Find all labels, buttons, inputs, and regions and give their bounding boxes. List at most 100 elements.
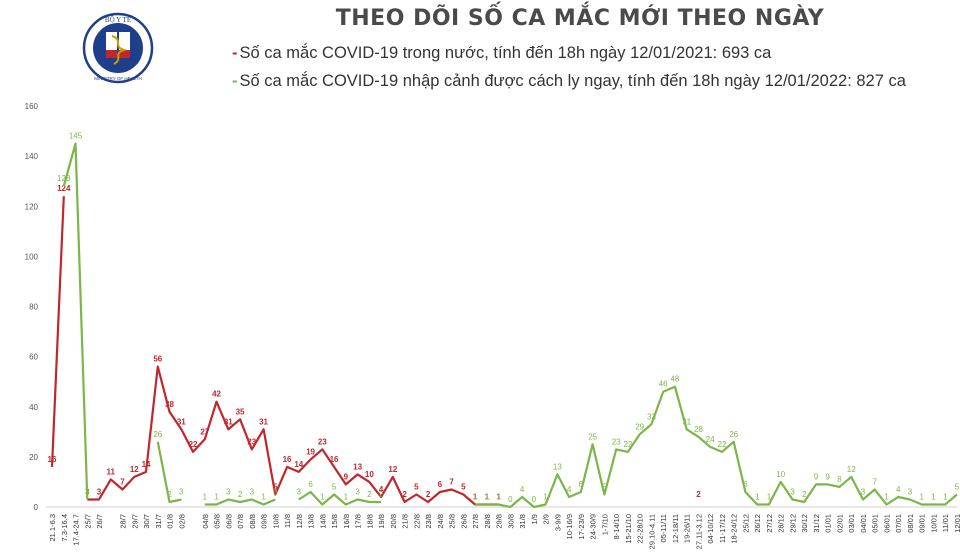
x-tick-label: 10/01 <box>929 514 938 533</box>
x-tick-label: 21/8 <box>401 514 410 529</box>
data-label-imported: 33 <box>647 412 656 421</box>
data-label-domestic: 1 <box>496 492 501 501</box>
y-tick-label: 40 <box>29 403 38 412</box>
data-label-imported: 6 <box>308 480 313 489</box>
data-label-domestic: 2 <box>426 490 431 499</box>
x-tick-label: 18/8 <box>365 514 374 529</box>
x-tick-label: 29/7 <box>130 514 139 529</box>
data-label-domestic: 1 <box>473 492 478 501</box>
x-tick-label: 06/8 <box>224 514 233 529</box>
y-tick-label: 100 <box>25 252 39 261</box>
data-label-imported: 0 <box>508 495 513 504</box>
data-label-domestic: 2 <box>402 490 407 499</box>
data-label-imported: 6 <box>743 480 748 489</box>
legend-label-imported: Số ca mắc COVID-19 nhập cảnh được cách l… <box>239 72 906 90</box>
x-tick-label: 05/01 <box>871 514 880 533</box>
data-label-imported: 3 <box>273 487 278 496</box>
data-label-imported: 1 <box>943 492 948 501</box>
legend-marker-domestic: - <box>232 44 238 62</box>
data-label-imported: 3 <box>908 487 913 496</box>
x-tick-label: 08/8 <box>248 514 257 529</box>
data-label-domestic: 16 <box>48 455 57 464</box>
x-tick-label: 12-18/11 <box>671 514 680 543</box>
svg-text:MINISTRY OF HEALTH: MINISTRY OF HEALTH <box>94 76 142 81</box>
data-label-domestic: 13 <box>353 462 362 471</box>
x-tick-label: 02/01 <box>835 514 844 533</box>
legend-item-domestic: - Số ca mắc COVID-19 trong nước, tính đến… <box>232 44 771 63</box>
series-line-imported <box>156 441 182 504</box>
data-label-domestic: 23 <box>247 437 256 446</box>
x-tick-label: 27/8 <box>471 514 480 529</box>
data-label-imported: 2 <box>167 490 172 499</box>
x-tick-label: 31/7 <box>154 514 163 529</box>
x-tick-label: 29.10-4.11 <box>647 514 656 549</box>
data-label-imported: 4 <box>567 485 572 494</box>
data-label-imported: 10 <box>776 470 785 479</box>
data-label-imported: 9 <box>814 472 819 481</box>
data-label-imported: 1 <box>344 492 349 501</box>
x-tick-label: 31/12 <box>812 514 821 533</box>
data-label-domestic: 35 <box>236 407 245 416</box>
x-tick-label: 8-14/10 <box>612 514 621 539</box>
x-tick-label: 18-24/12 <box>730 514 739 544</box>
data-label-imported: 5 <box>955 482 960 491</box>
data-label-domestic: 27 <box>200 427 209 436</box>
data-label-imported: 13 <box>553 462 562 471</box>
data-label-imported: 3 <box>297 487 302 496</box>
x-tick-label: 25/8 <box>448 514 457 529</box>
x-tick-label: 06/01 <box>882 514 891 533</box>
data-label-imported: 5 <box>332 482 337 491</box>
data-label-imported: 24 <box>706 435 715 444</box>
data-label-imported: 3 <box>250 487 255 496</box>
data-label-domestic: 31 <box>224 417 233 426</box>
legend-item-imported: - Số ca mắc COVID-19 nhập cảnh được cách … <box>232 72 906 91</box>
series-line-imported <box>204 498 276 506</box>
data-label-domestic: 12 <box>388 465 397 474</box>
x-tick-label: 16/8 <box>342 514 351 529</box>
x-tick-label: 11/01 <box>941 514 950 532</box>
data-label-imported: 3 <box>85 487 90 496</box>
data-label-domestic: 14 <box>142 460 151 469</box>
data-label-imported: 6 <box>579 480 584 489</box>
series-line-domestic <box>50 196 65 467</box>
data-label-imported: 26 <box>153 430 162 439</box>
x-tick-label: 23/8 <box>424 514 433 529</box>
data-label-imported: 2 <box>802 490 807 499</box>
data-label-domestic: 31 <box>259 417 268 426</box>
data-label-domestic: 12 <box>130 465 139 474</box>
data-label-imported: 1 <box>496 492 501 501</box>
x-tick-label: 22/8 <box>412 514 421 529</box>
x-tick-label: 15-21/10 <box>624 514 633 544</box>
data-label-imported: 8 <box>837 475 842 484</box>
data-label-domestic: 16 <box>283 455 292 464</box>
x-tick-label: 19/8 <box>377 514 386 529</box>
x-tick-label: 11-17/12 <box>718 514 727 543</box>
series-line-imported <box>475 385 958 509</box>
x-tick-label: 28/12 <box>777 514 786 533</box>
x-tick-label: 02/8 <box>177 514 186 529</box>
data-label-imported: 3 <box>355 487 360 496</box>
x-tick-label: 24/8 <box>436 514 445 529</box>
x-tick-label: 1-7/10 <box>600 514 609 535</box>
x-tick-label: 17.4-24.7 <box>72 514 81 546</box>
data-label-imported: 1 <box>320 492 325 501</box>
data-label-imported: 3 <box>861 487 866 496</box>
data-label-imported: 9 <box>825 472 830 481</box>
data-label-domestic: 22 <box>189 440 198 449</box>
x-tick-label: 19-26/11 <box>683 514 692 543</box>
x-tick-label: 10/8 <box>271 514 280 529</box>
data-label-domestic: 11 <box>107 467 116 476</box>
x-tick-label: 1/9 <box>530 514 539 524</box>
data-label-domestic: 7 <box>449 477 454 486</box>
data-label-domestic: 16 <box>330 455 339 464</box>
x-tick-label: 15/8 <box>330 514 339 529</box>
data-label-domestic: 5 <box>461 482 466 491</box>
data-label-imported: 4 <box>520 485 525 494</box>
data-label-imported: 2 <box>367 490 372 499</box>
x-tick-label: 09/01 <box>918 514 927 533</box>
y-tick-label: 60 <box>29 353 38 362</box>
data-label-domestic: 5 <box>273 482 278 491</box>
y-tick-label: 80 <box>29 303 38 312</box>
data-label-imported: 1 <box>755 492 760 501</box>
x-tick-label: 25/7 <box>83 514 92 529</box>
